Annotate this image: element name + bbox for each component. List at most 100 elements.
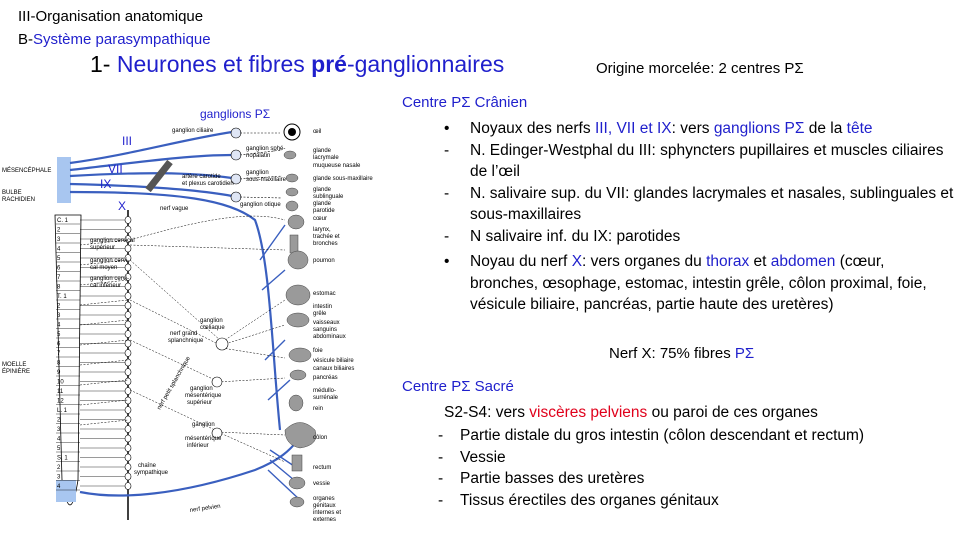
nerf-x-note-blue: PΣ (734, 345, 755, 362)
chain-ganglion (124, 415, 132, 424)
segment-label: L. 1 (57, 408, 68, 414)
label-mes-inf1: ganglion (192, 422, 215, 428)
cranial-item-text: Noyau du nerf (470, 253, 572, 270)
pelvic-nerve-fiber (79, 439, 299, 497)
chain-ganglion (124, 377, 132, 386)
nerf-x-note: Nerf X: 75% fibres PΣ (609, 345, 754, 362)
sacral-item: - Partie basses des uretères (438, 468, 948, 490)
otic-ganglion (230, 191, 242, 203)
cranial-item-text: Noyaux des nerfs (470, 120, 595, 137)
label-coel2: cœliaque (200, 325, 225, 331)
list-marker: • (444, 253, 450, 270)
chain-ganglion (124, 349, 132, 357)
sacral-intro-red: viscères pelviens (529, 404, 648, 421)
label-mes-inf3: inférieur (187, 443, 209, 449)
segment-label: 3 (57, 427, 61, 433)
segment-label: 12 (57, 399, 64, 405)
nerve-ix-fiber (69, 182, 233, 198)
segment-label: 2 (57, 418, 61, 424)
parasympathetic-diagram: C. 1 2 3 4 5 6 7 8 T. 1 2 3 4 5 6 7 8 9 10 11 12 L. 1 2 3 4 5 S. … (2, 107, 373, 523)
list-marker: - (438, 470, 444, 487)
chain-ganglion (124, 244, 132, 253)
label-cerv-inf1: ganglion cervi- (90, 276, 129, 282)
segment-label: 2 (57, 228, 61, 234)
title-number: 1- (90, 51, 117, 77)
carotid-artery (145, 159, 173, 193)
label-coel1: ganglion (200, 318, 223, 324)
chain-ganglion (124, 301, 132, 310)
adrenal-icon (288, 394, 304, 412)
chain-ganglion (124, 387, 132, 395)
segment-label: 3 (57, 313, 61, 319)
organ-label: médullo- (313, 388, 336, 394)
chain-ganglion (124, 444, 132, 452)
nerf-x-note-text: Nerf X: 75% fibres (609, 345, 735, 362)
label-nerf-vague: nerf vague (160, 206, 189, 212)
chain-ganglion (124, 339, 132, 348)
organ-label: rectum (313, 465, 331, 471)
organ-label: pancréas (313, 375, 338, 381)
label-cerv-moy1: ganglion cervi- (90, 258, 129, 264)
segment-label: 4 (57, 437, 61, 443)
segment-label: 4 (57, 484, 61, 490)
section-heading: III-Organisation anatomique (18, 8, 204, 25)
label-mes-inf2: mésentérique (185, 436, 222, 442)
segment-label: 11 (57, 389, 64, 395)
rectum-icon (291, 454, 303, 472)
organ-label: vessie (313, 481, 331, 487)
cranial-item-text: tête (846, 120, 873, 137)
segment-label: 10 (57, 380, 64, 386)
list-marker: - (444, 227, 450, 245)
organ-label: cœur (313, 216, 327, 222)
segment-label: 8 (57, 361, 61, 367)
subsection-prefix: B- (18, 31, 33, 48)
sublingual-gland-icon (285, 187, 299, 197)
organ-label: glande (313, 187, 332, 193)
segment-label: 9 (57, 370, 61, 376)
sacral-intro: S2-S4: vers viscères pelviens ou paroi d… (444, 404, 818, 422)
label-cerv-inf2: cal inférieur (90, 283, 121, 289)
label-chaine1: chaîne (138, 463, 157, 469)
segment-label: 2 (57, 304, 61, 310)
cranial-item-text: N. salivaire sup. du VII: glandes lacrym… (470, 184, 954, 224)
ciliary-ganglion (230, 127, 242, 139)
segment-label: T. 1 (57, 294, 67, 300)
label-nerve-iii: III (122, 134, 132, 148)
cranial-item-text: abdomen (770, 253, 836, 270)
organ-label: foie (313, 348, 323, 354)
label-epiniere: ÉPINIÈRE (2, 368, 30, 375)
cranial-item-text: de la (804, 120, 847, 137)
label-bulbe: BULBE (2, 190, 22, 196)
colon-icon (284, 422, 317, 449)
organ-label: vaisseaux (313, 320, 340, 326)
chain-ganglion (124, 320, 132, 329)
inferior-mesenteric-ganglion (211, 427, 223, 439)
label-nerf-pelvien: nerf pelvien (189, 504, 221, 514)
label-cerv-sup1: ganglion cervical (90, 238, 135, 244)
chain-ganglion (124, 282, 132, 291)
chain-ganglion (124, 434, 132, 443)
cranial-item-text: et (749, 253, 771, 270)
segment-label: 2 (57, 465, 61, 471)
label-carot2: et plexus carotidien (182, 181, 234, 187)
cranial-item-text: N salivaire inf. du IX: parotides (470, 227, 681, 245)
submandibular-gland-icon (285, 173, 299, 183)
organ-label: organes (313, 496, 335, 502)
organs-group (283, 150, 317, 508)
list-marker: - (438, 427, 444, 444)
origin-note: Origine morcelée: 2 centres PΣ (596, 60, 804, 77)
organ-label: trachée et (313, 234, 340, 240)
label-cerv-sup2: supérieur (90, 245, 115, 251)
organ-label: œil (313, 129, 321, 135)
sphenopalatine-ganglion (230, 149, 242, 161)
chain-ganglion (124, 292, 132, 300)
label-mes-sup3: supérieur (187, 400, 212, 406)
organ-label: estomac (313, 291, 336, 297)
heart-icon (287, 214, 305, 230)
sacral-intro-a: S2-S4: vers (444, 404, 530, 421)
organ-label: muqueuse nasale (313, 163, 361, 169)
chain-ganglion (124, 330, 132, 338)
organ-label: poumon (313, 258, 335, 264)
organ-label: vésicule biliaire (313, 358, 354, 364)
segment-label: 7 (57, 275, 61, 281)
